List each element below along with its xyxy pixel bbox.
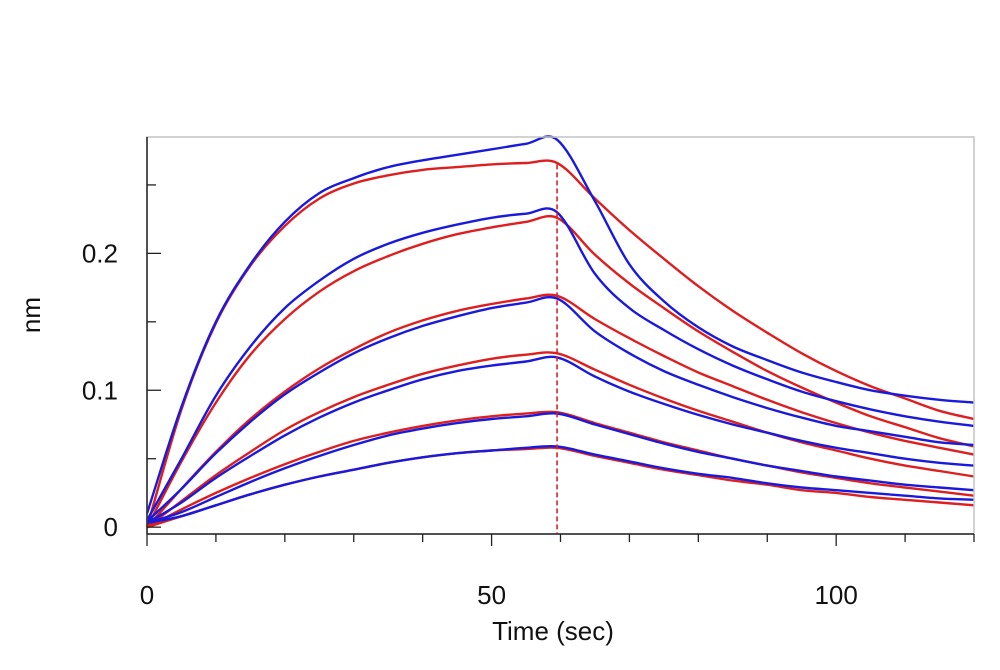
x-axis: 0 50 100: [140, 533, 975, 610]
y-tick-label: 0.1: [82, 375, 118, 405]
y-axis: 0 0.1 0.2: [82, 137, 161, 542]
x-tick-label: 0: [140, 580, 154, 610]
y-tick-label: 0.2: [82, 238, 118, 268]
measured-curve-3: [146, 295, 975, 523]
fit-curve-1: [145, 159, 975, 528]
measured-curve-2: [145, 207, 975, 521]
x-tick-label: 100: [814, 580, 857, 610]
y-axis-label: nm: [16, 297, 46, 333]
x-axis-label: Time (sec): [492, 616, 614, 646]
x-tick-label: 50: [477, 580, 506, 610]
fit-curve-5: [146, 410, 975, 529]
y-tick-label: 0: [104, 512, 118, 542]
fit-curve-2: [145, 214, 975, 528]
